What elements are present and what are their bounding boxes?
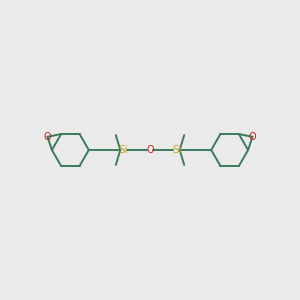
- Text: O: O: [249, 132, 256, 142]
- Text: O: O: [146, 145, 154, 155]
- Text: Si: Si: [118, 145, 128, 155]
- Text: Si: Si: [172, 145, 182, 155]
- Text: O: O: [44, 132, 51, 142]
